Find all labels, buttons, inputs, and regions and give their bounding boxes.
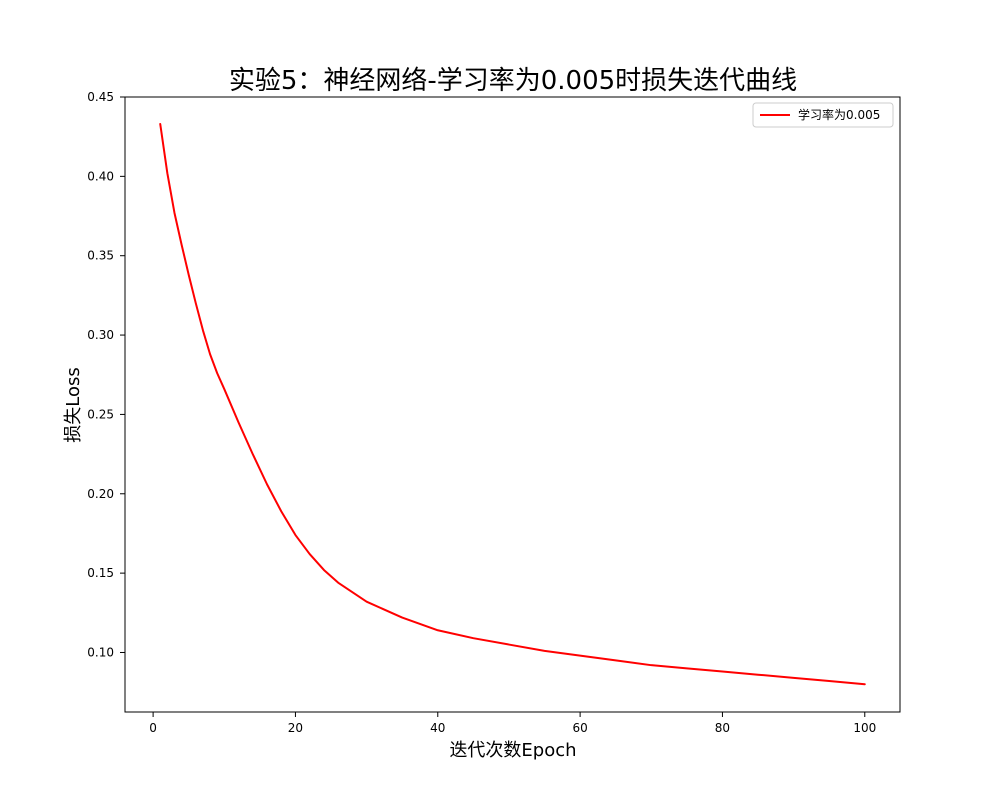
x-axis: 0 20 40 60 80 100 xyxy=(149,712,876,735)
y-tick-label: 0.35 xyxy=(87,249,114,263)
y-axis: 0.10 0.15 0.20 0.25 0.30 0.35 0.40 0.45 xyxy=(87,90,125,659)
x-tick-label: 0 xyxy=(149,721,157,735)
x-tick-label: 60 xyxy=(572,721,587,735)
legend: 学习率为0.005 xyxy=(752,102,894,128)
y-tick-label: 0.20 xyxy=(87,487,114,501)
x-tick-label: 20 xyxy=(288,721,303,735)
loss-curve-line xyxy=(159,122,866,686)
y-tick-label: 0.15 xyxy=(87,566,114,580)
chart-title: 实验5：神经网络-学习率为0.005时损失迭代曲线 xyxy=(229,66,797,96)
y-tick-label: 0.45 xyxy=(87,90,114,104)
x-tick-label: 40 xyxy=(430,721,445,735)
plot-frame xyxy=(124,96,901,713)
legend-label: 学习率为0.005 xyxy=(798,107,880,122)
y-axis-label: 损失Loss xyxy=(63,367,84,442)
y-tick-label: 0.10 xyxy=(87,645,114,659)
legend-box xyxy=(752,102,894,128)
y-tick-label: 0.40 xyxy=(87,169,114,183)
y-tick-label: 0.25 xyxy=(87,407,114,421)
x-tick-label: 100 xyxy=(853,721,876,735)
y-tick-label: 0.30 xyxy=(87,328,114,342)
x-axis-label: 迭代次数Epoch xyxy=(449,740,576,761)
x-tick-label: 80 xyxy=(715,721,730,735)
